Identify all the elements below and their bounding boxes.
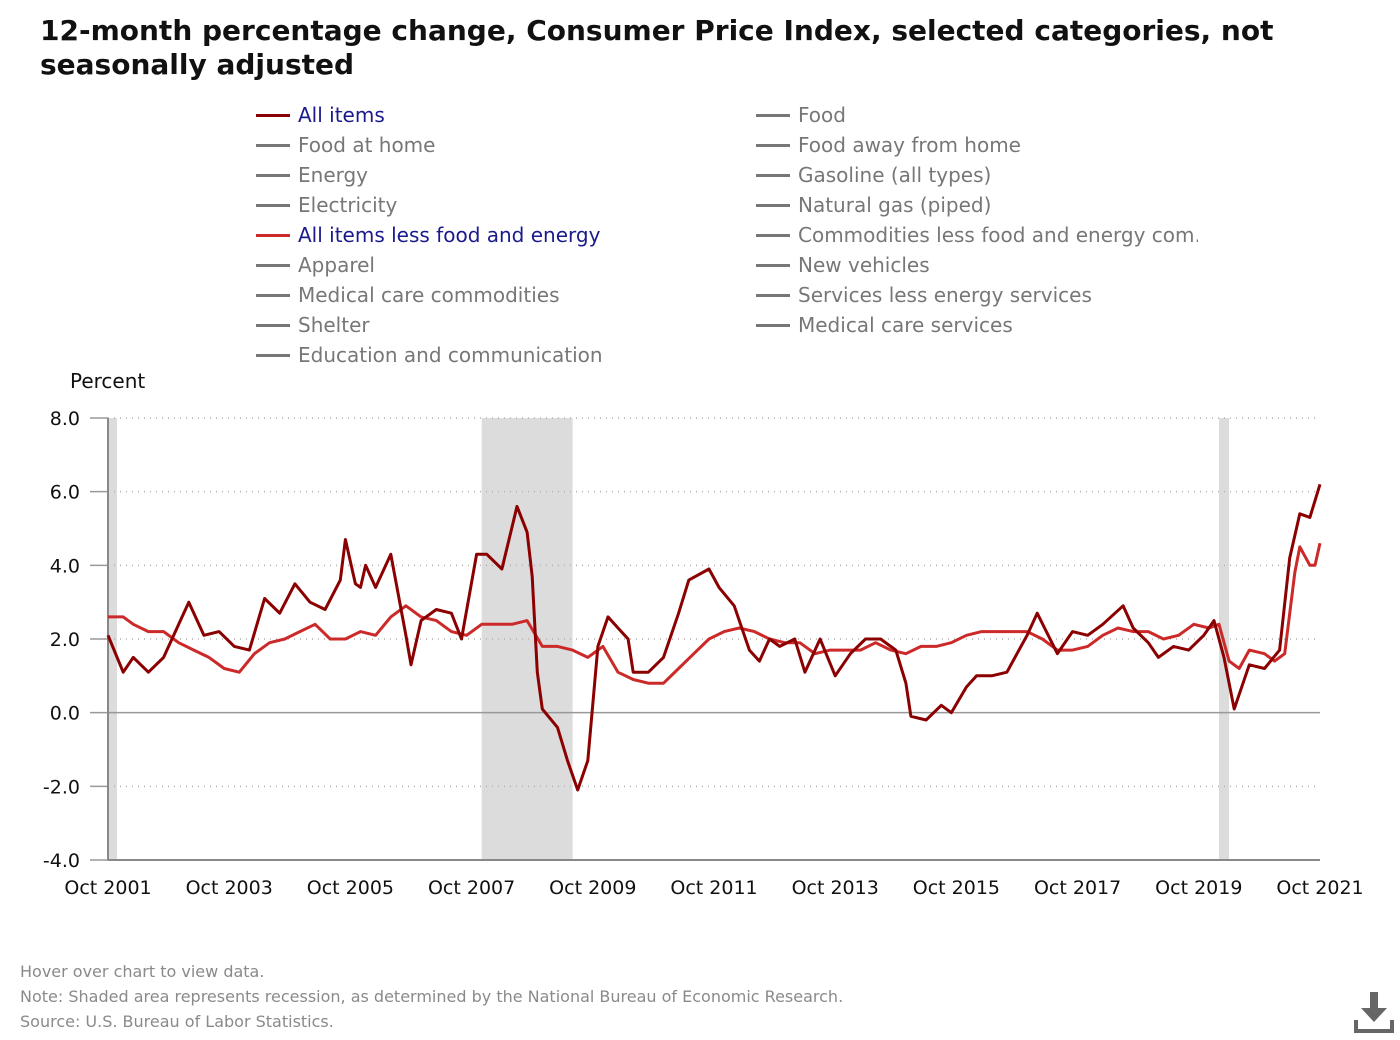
x-tick-label: Oct 2001 (64, 877, 151, 899)
x-tick-label: Oct 2011 (670, 877, 757, 899)
chart-title: 12-month percentage change, Consumer Pri… (40, 14, 1274, 81)
y-tick-label: 6.0 (50, 482, 80, 504)
hover-hint: Hover over chart to view data. (20, 962, 265, 981)
legend-swatch (756, 323, 790, 327)
legend-label: Natural gas (piped) (798, 193, 992, 217)
legend-item[interactable]: Shelter (256, 310, 370, 340)
legend-swatch (256, 113, 290, 117)
source-note: Source: U.S. Bureau of Labor Statistics. (20, 1012, 334, 1031)
series-line-all-items-less-food-and-energy (108, 542, 1322, 685)
legend-item[interactable]: Food (756, 100, 846, 130)
legend-swatch (756, 263, 790, 267)
x-tick-label: Oct 2003 (186, 877, 273, 899)
legend-label: Food at home (298, 133, 436, 157)
y-tick-label: 0.0 (50, 703, 80, 725)
legend-label: Shelter (298, 313, 370, 337)
legend-swatch (756, 203, 790, 207)
x-tick-label: Oct 2013 (792, 877, 879, 899)
legend-swatch (756, 173, 790, 177)
recession-shade (108, 418, 117, 860)
legend-swatch (256, 233, 290, 237)
y-tick-label: -2.0 (43, 776, 80, 798)
x-tick-label: Oct 2015 (913, 877, 1000, 899)
legend-item[interactable]: Medical care services (756, 310, 1013, 340)
legend-item[interactable]: Education and communication (256, 340, 603, 370)
legend-label: New vehicles (798, 253, 930, 277)
legend-swatch (256, 263, 290, 267)
legend-item[interactable]: Apparel (256, 250, 375, 280)
download-icon[interactable] (1352, 990, 1396, 1034)
x-tick-label: Oct 2007 (428, 877, 515, 899)
legend-label: All items less food and energy (298, 223, 601, 247)
x-tick-label: Oct 2019 (1155, 877, 1242, 899)
legend-label: Medical care services (798, 313, 1013, 337)
legend-label: Medical care commodities (298, 283, 560, 307)
legend-swatch (256, 353, 290, 357)
legend-swatch (256, 293, 290, 297)
legend-swatch (256, 143, 290, 147)
x-tick-label: Oct 2017 (1034, 877, 1121, 899)
legend-item[interactable]: New vehicles (756, 250, 930, 280)
legend-swatch (256, 203, 290, 207)
legend-item[interactable]: Gasoline (all types) (756, 160, 991, 190)
legend-swatch (756, 233, 790, 237)
legend-item[interactable]: Medical care commodities (256, 280, 559, 310)
legend-label: Electricity (298, 193, 398, 217)
legend-item[interactable]: Electricity (256, 190, 397, 220)
legend-item[interactable]: Food away from home (756, 130, 1021, 160)
legend-label: Apparel (298, 253, 375, 277)
recession-shade (481, 418, 573, 860)
legend-item[interactable]: All items less food and energy (256, 220, 600, 250)
legend-label: Energy (298, 163, 369, 187)
legend-label: Commodities less food and energy com… (798, 223, 1198, 247)
legend-label: Services less energy services (798, 283, 1092, 307)
legend-label: Gasoline (all types) (798, 163, 992, 187)
y-axis-label: Percent (70, 369, 145, 393)
legend-label: Food away from home (798, 133, 1021, 157)
x-tick-label: Oct 2009 (549, 877, 636, 899)
y-tick-label: -4.0 (43, 850, 80, 872)
legend-swatch (756, 113, 790, 117)
x-tick-label: Oct 2021 (1276, 877, 1363, 899)
legend-item[interactable]: Energy (256, 160, 368, 190)
legend-swatch (256, 173, 290, 177)
legend-label: Food (798, 103, 846, 127)
recession-note: Note: Shaded area represents recession, … (20, 987, 844, 1006)
legend-label: Education and communication (298, 343, 603, 367)
legend-swatch (756, 293, 790, 297)
line-chart[interactable]: Percent 8.0 6.0 4.0 2.0 0.0 -2.0 -4.0 Oct 2001 Oc… (0, 360, 1400, 920)
y-tick-label: 4.0 (50, 555, 80, 577)
series-line-all-items (106, 483, 1322, 792)
legend-swatch (756, 143, 790, 147)
legend-item[interactable]: Commodities less food and energy com… (756, 220, 1198, 250)
x-tick-label: Oct 2005 (307, 877, 394, 899)
legend-item[interactable]: All items (256, 100, 385, 130)
legend-label: All items (298, 103, 385, 127)
legend-item[interactable]: Services less energy services (756, 280, 1092, 310)
y-tick-label: 8.0 (50, 408, 80, 430)
legend-item[interactable]: Natural gas (piped) (756, 190, 991, 220)
legend-swatch (256, 323, 290, 327)
legend-item[interactable]: Food at home (256, 130, 435, 160)
y-tick-label: 2.0 (50, 629, 80, 651)
